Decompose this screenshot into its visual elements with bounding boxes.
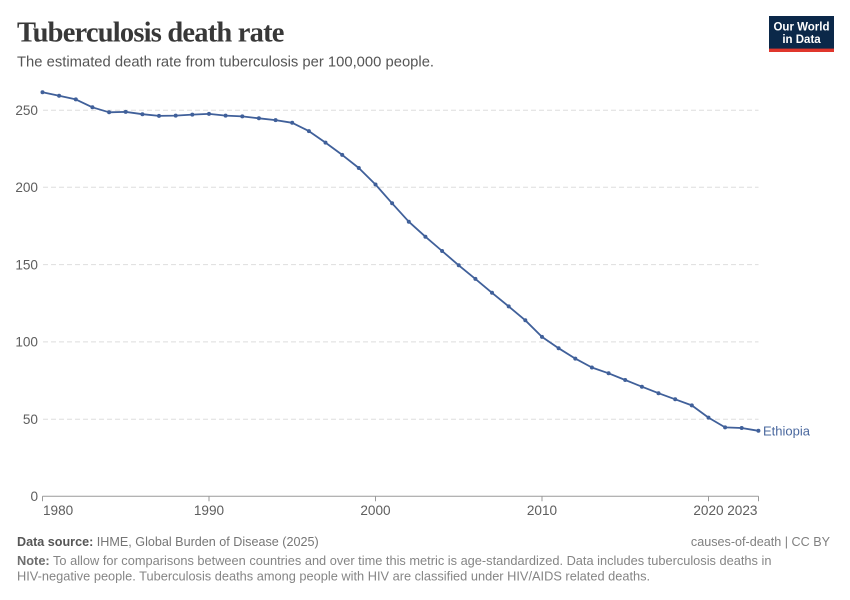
- svg-text:Our World: Our World: [773, 22, 829, 34]
- svg-text:200: 200: [15, 180, 38, 195]
- svg-text:250: 250: [15, 103, 38, 118]
- svg-text:0: 0: [30, 489, 38, 504]
- svg-text:HIV-negative people. Tuberculo: HIV-negative people. Tuberculosis deaths…: [17, 569, 650, 584]
- svg-text:Data source: IHME, Global Burd: Data source: IHME, Global Burden of Dise…: [17, 535, 319, 549]
- svg-text:2023: 2023: [727, 503, 757, 518]
- svg-text:The estimated death rate from: The estimated death rate from tuberculos…: [17, 55, 434, 71]
- svg-text:100: 100: [15, 335, 38, 350]
- svg-text:150: 150: [15, 257, 38, 272]
- svg-text:2000: 2000: [360, 503, 391, 518]
- svg-text:in Data: in Data: [782, 34, 821, 46]
- svg-text:Note: To allow for comparisons: Note: To allow for comparisons between c…: [17, 553, 771, 568]
- svg-text:2020: 2020: [693, 503, 724, 518]
- svg-text:1980: 1980: [43, 503, 74, 518]
- svg-text:Tuberculosis death rate: Tuberculosis death rate: [17, 18, 284, 49]
- svg-text:2010: 2010: [527, 503, 558, 518]
- svg-text:1990: 1990: [194, 503, 225, 518]
- svg-text:50: 50: [23, 412, 39, 427]
- svg-text:causes-of-death | CC BY: causes-of-death | CC BY: [691, 535, 831, 549]
- svg-text:Ethiopia: Ethiopia: [763, 424, 811, 439]
